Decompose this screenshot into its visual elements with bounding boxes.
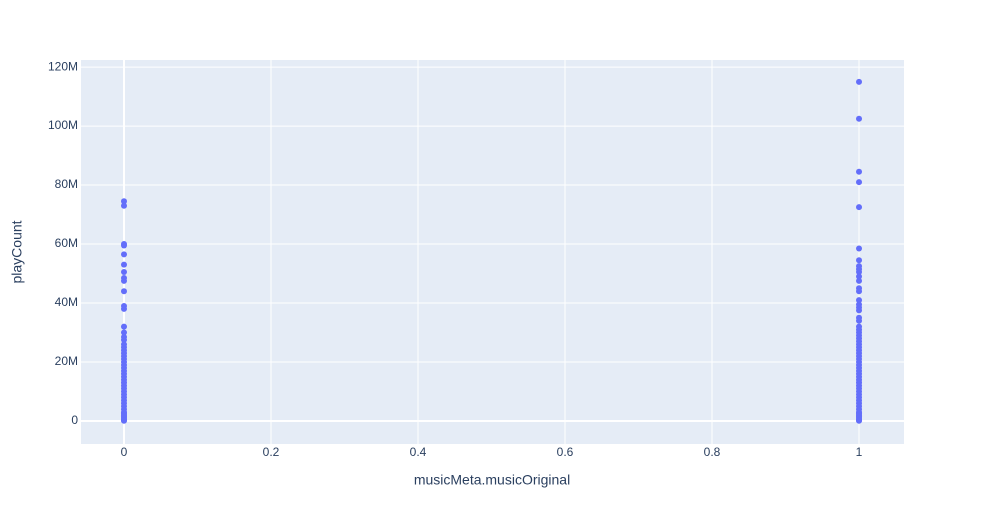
y-tick-label: 40M <box>55 295 78 309</box>
point <box>856 179 863 186</box>
point <box>120 269 127 276</box>
x-tick-label: 1 <box>856 445 863 459</box>
point <box>120 202 127 209</box>
point <box>856 317 863 324</box>
point <box>856 307 863 314</box>
y-axis-title: playCount <box>9 220 25 283</box>
point <box>120 417 127 424</box>
point <box>856 204 863 211</box>
point <box>856 417 863 424</box>
point <box>120 277 127 284</box>
point <box>120 261 127 268</box>
point <box>120 323 127 330</box>
y-tick-label: 60M <box>55 236 78 250</box>
point <box>856 115 863 122</box>
point <box>120 305 127 312</box>
x-tick-label: 0 <box>121 445 128 459</box>
point <box>120 242 127 249</box>
point <box>856 273 863 280</box>
point <box>856 168 863 175</box>
point <box>856 288 863 295</box>
x-tick-label: 0.4 <box>410 445 427 459</box>
x-tick-label: 0.8 <box>704 445 721 459</box>
point <box>120 251 127 258</box>
plot-area <box>81 60 904 444</box>
x-tick-label: 0.2 <box>263 445 280 459</box>
point <box>120 288 127 295</box>
point <box>120 329 127 336</box>
x-tick-label: 0.6 <box>557 445 574 459</box>
point <box>120 198 127 205</box>
point <box>120 336 127 343</box>
point <box>856 257 863 264</box>
point <box>856 269 863 276</box>
point <box>856 245 863 252</box>
point <box>856 277 863 284</box>
point <box>856 297 863 304</box>
y-tick-label: 0 <box>71 413 78 427</box>
point <box>856 78 863 85</box>
y-tick-label: 20M <box>55 354 78 368</box>
x-axis-title: musicMeta.musicOriginal <box>414 472 570 488</box>
y-tick-label: 100M <box>48 118 78 132</box>
y-tick-label: 80M <box>55 177 78 191</box>
y-tick-label: 120M <box>48 59 78 73</box>
